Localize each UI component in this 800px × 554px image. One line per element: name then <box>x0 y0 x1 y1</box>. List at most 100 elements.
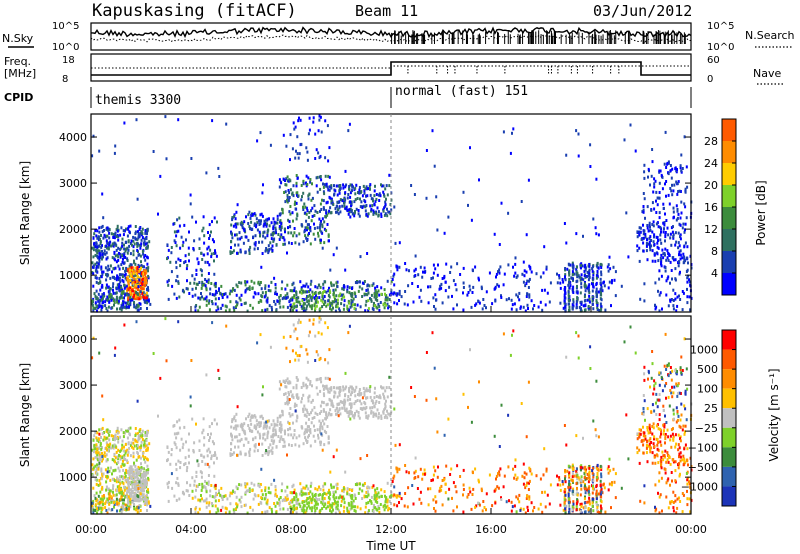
power-cell <box>327 233 330 237</box>
power-cell <box>310 298 313 302</box>
power-cell <box>392 274 395 278</box>
velocity-cell <box>175 446 178 450</box>
power-cell <box>99 288 102 292</box>
velocity-cell <box>284 432 286 436</box>
power-cell <box>350 298 353 302</box>
velocity-cell <box>235 435 238 439</box>
power-cell <box>195 304 198 307</box>
power-cell <box>613 278 616 282</box>
power-cell <box>242 227 245 231</box>
power-cell <box>395 264 398 268</box>
velocity-cell <box>330 388 333 392</box>
velocity-cell <box>128 446 131 450</box>
power-cell <box>137 288 139 291</box>
velocity-cell <box>314 439 317 443</box>
velocity-cell <box>235 412 238 416</box>
velocity-cell <box>247 440 250 444</box>
velocity-cell <box>306 428 309 432</box>
velocity-cell <box>318 419 321 423</box>
power-cell <box>659 291 662 295</box>
velocity-cell <box>205 505 208 509</box>
power-cell <box>369 204 372 208</box>
velocity-cell <box>176 432 178 436</box>
frequency-line <box>91 61 691 76</box>
power-cell <box>92 236 95 240</box>
velocity-cell <box>266 509 269 513</box>
power-cell <box>270 280 273 284</box>
power-cell <box>431 129 434 133</box>
power-cell <box>383 301 386 305</box>
power-cell <box>346 288 349 292</box>
power-cell <box>330 186 333 190</box>
power-cell <box>344 206 347 210</box>
power-cell <box>322 206 325 210</box>
power-cell <box>651 259 654 263</box>
power-cell <box>145 246 148 250</box>
power-cell <box>116 286 119 290</box>
power-cell <box>249 216 252 220</box>
velocity-cell <box>207 447 210 451</box>
power-cell <box>95 249 98 253</box>
power-cell <box>232 288 234 291</box>
power-cell <box>142 275 145 278</box>
velocity-cell <box>254 415 257 419</box>
power-cell <box>214 281 217 285</box>
power-cell <box>375 291 378 295</box>
power-cell <box>233 288 236 292</box>
velocity-cell <box>136 440 139 444</box>
velocity-cell <box>286 398 289 402</box>
power-cell <box>279 212 282 216</box>
power-cell <box>651 160 654 164</box>
power-cell <box>558 274 561 278</box>
velocity-cell <box>335 501 338 505</box>
power-cell <box>206 247 209 251</box>
velocity-cell <box>313 428 316 432</box>
power-cell <box>318 156 321 160</box>
power-cell <box>224 292 227 296</box>
power-cell <box>388 184 391 188</box>
velocity-cell <box>390 410 393 414</box>
power-cell <box>291 211 294 215</box>
power-cell <box>364 187 367 191</box>
power-cell <box>354 295 357 298</box>
velocity-cell <box>248 487 251 491</box>
power-cell <box>579 291 582 295</box>
power-cell <box>95 266 98 270</box>
velocity-cell <box>94 464 97 468</box>
velocity-cell <box>310 421 313 425</box>
velocity-cell <box>330 483 332 487</box>
power-cell <box>669 232 672 236</box>
power-cell <box>373 194 376 198</box>
velocity-cell <box>183 492 185 496</box>
power-cell <box>422 270 424 274</box>
velocity-cell <box>326 402 329 406</box>
velocity-cell <box>358 416 361 420</box>
velocity-cell <box>364 505 367 509</box>
power-cell <box>519 306 522 310</box>
power-cell <box>332 288 335 292</box>
velocity-cell <box>124 443 127 446</box>
power-cell <box>578 275 581 279</box>
velocity-cell <box>141 451 144 455</box>
velocity-cell <box>379 503 382 506</box>
velocity-cell <box>192 449 195 452</box>
power-cell <box>390 280 393 284</box>
velocity-cell <box>134 434 137 437</box>
velocity-cell <box>274 430 277 434</box>
power-cell <box>129 273 132 277</box>
power-cell <box>308 211 311 214</box>
power-cell <box>140 278 143 282</box>
power-cell <box>597 290 600 294</box>
velocity-cell <box>214 504 217 508</box>
power-cell <box>567 295 570 299</box>
velocity-cell <box>273 502 276 505</box>
power-cell <box>196 257 199 261</box>
power-cell <box>312 116 315 120</box>
power-cell <box>235 283 238 287</box>
velocity-cell <box>127 501 130 505</box>
power-cell <box>688 280 691 284</box>
velocity-cell <box>142 493 145 497</box>
velocity-cell <box>266 450 269 454</box>
velocity-cell <box>243 422 246 426</box>
velocity-cell <box>170 448 173 451</box>
